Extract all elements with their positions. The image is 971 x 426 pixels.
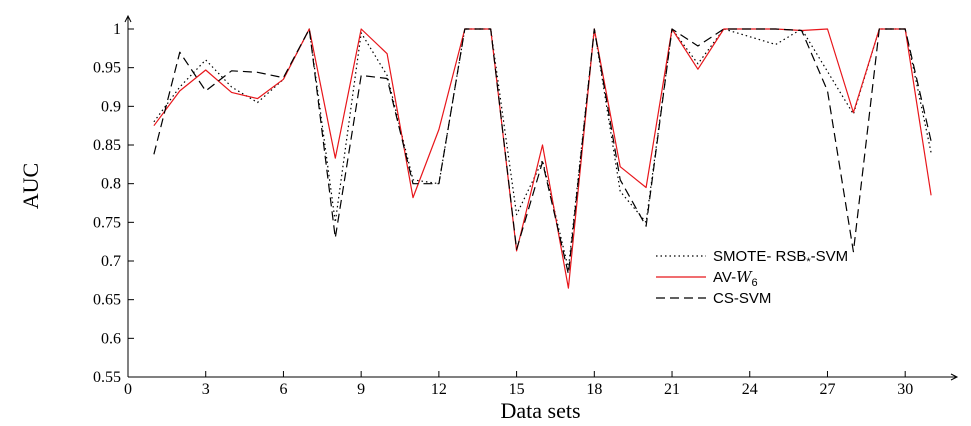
y-tick-label: 0.8 [101, 176, 121, 193]
x-tick-label: 27 [819, 381, 835, 398]
x-tick-label: 30 [897, 381, 913, 398]
y-tick-label: 0.6 [101, 330, 121, 347]
series-line [153, 28, 932, 270]
x-tick-label: 24 [742, 381, 758, 398]
y-tick-label: 0.75 [93, 214, 121, 231]
x-tick-label: 6 [279, 381, 287, 398]
y-tick-label: 0.85 [93, 137, 121, 154]
x-tick-label: 21 [664, 381, 680, 398]
series-line [153, 28, 932, 275]
y-tick-label: 0.7 [101, 253, 121, 270]
y-tick-label: 0.95 [93, 60, 121, 77]
y-axis-title: AUC [18, 163, 43, 209]
y-tick-label: 0.9 [101, 98, 121, 115]
axes: 0.55 0.6 0.65 0.7 0.75 0.8 0.85 0.9 0.95 1 0 3 6 9 12 1… [93, 14, 959, 398]
y-tick-label: 0.55 [93, 369, 121, 386]
y-tick-label: 1 [113, 21, 121, 38]
y-axis-arrow [124, 14, 132, 23]
legend-label: CS-SVM [713, 290, 771, 307]
x-tick-label: 12 [431, 381, 447, 398]
x-tick-label: 15 [509, 381, 525, 398]
legend-label: AV-W6 [713, 268, 758, 289]
legend-label: SMOTE- RSB*-SVM [713, 248, 848, 268]
x-axis-title: Data sets [500, 398, 580, 423]
x-tick-label: 3 [202, 381, 210, 398]
x-tick-label: 9 [357, 381, 365, 398]
x-tick-label: 0 [124, 381, 132, 398]
y-tick-label: 0.65 [93, 292, 121, 309]
x-tick-label: 18 [586, 381, 602, 398]
series-layer [153, 28, 932, 289]
x-axis-arrow [950, 373, 959, 381]
